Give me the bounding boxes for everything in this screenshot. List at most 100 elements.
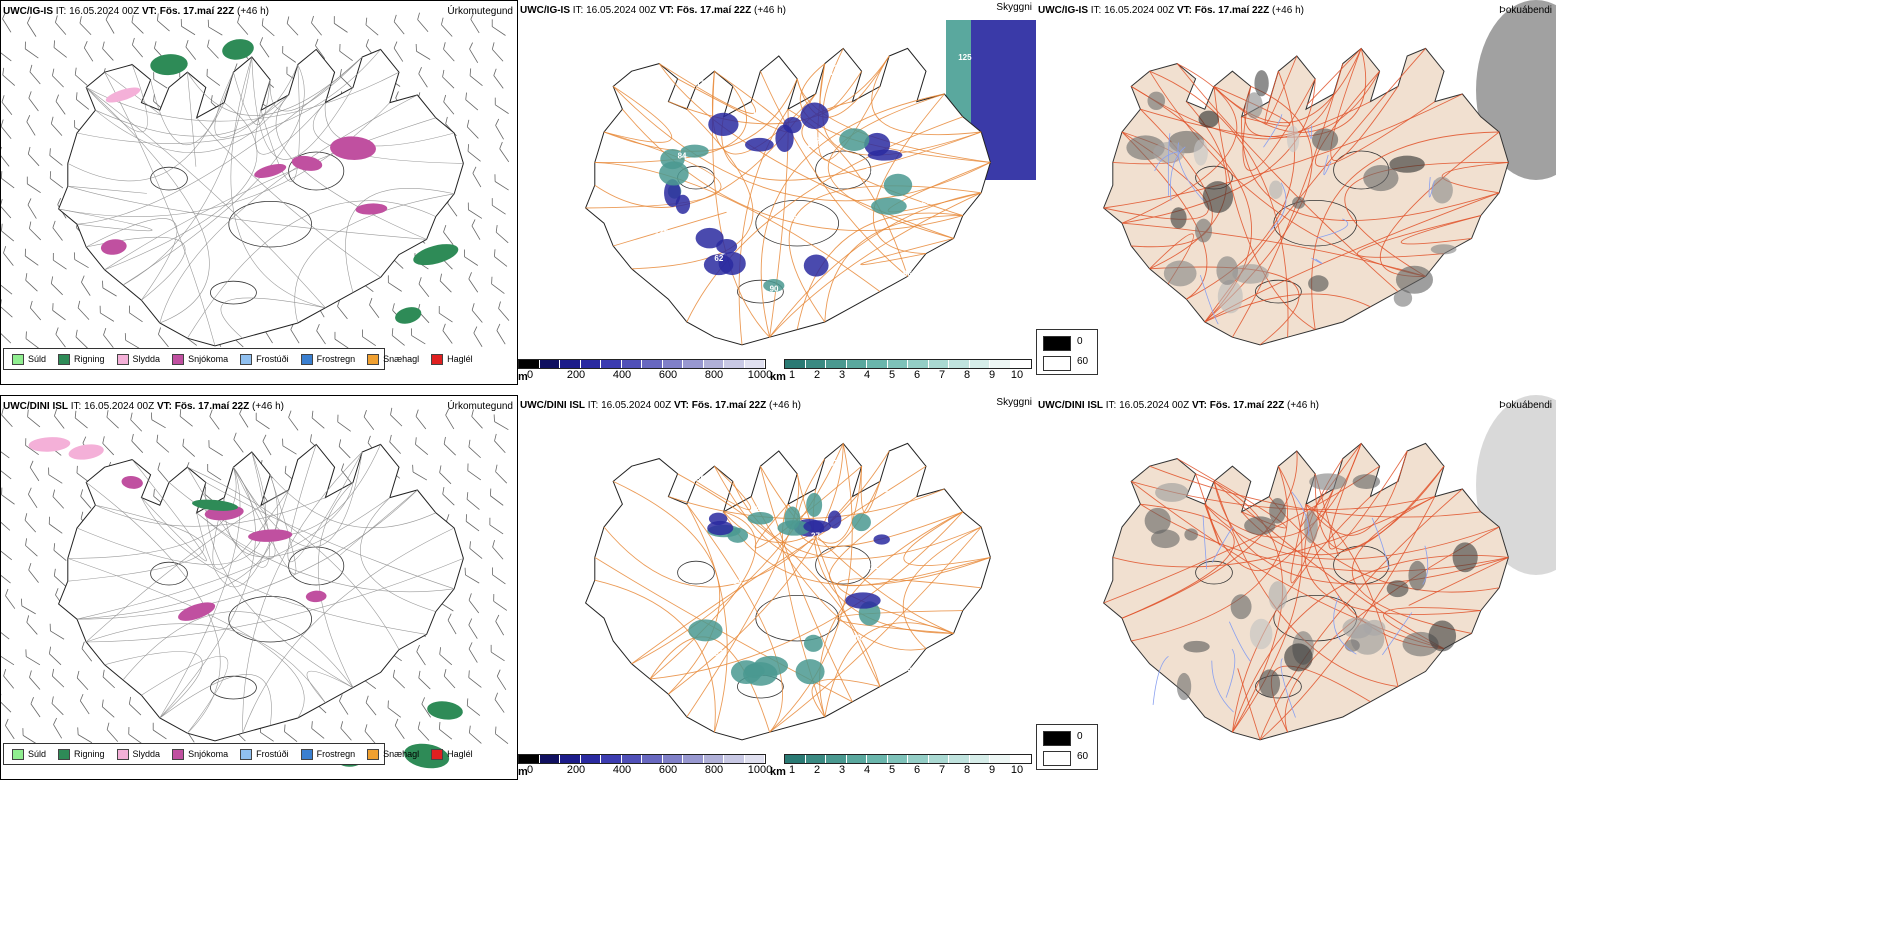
color-step <box>683 755 704 763</box>
legend-label: Rigning <box>74 354 105 364</box>
model-name: UWC/DINI ISL <box>520 400 585 411</box>
it-label: IT: <box>70 401 82 412</box>
color-step <box>539 360 560 368</box>
color-step <box>642 755 663 763</box>
color-step <box>867 360 888 368</box>
fog-index-legend: 0 60 <box>1036 329 1098 375</box>
legend-item: Frostúði <box>240 748 289 760</box>
legend-label: Rigning <box>74 749 105 759</box>
color-step <box>908 360 929 368</box>
lead-time: (+46 h) <box>1287 400 1319 411</box>
ceiling-ticks: 0 200 400 600 800 1000 <box>518 764 772 776</box>
ceiling-value-label: 75 <box>788 212 797 221</box>
legend-label: Snjókoma <box>188 354 229 364</box>
ceiling-value-label: 96 <box>903 269 912 278</box>
vt-value: Fös. 17.maí 22Z <box>1209 400 1285 411</box>
map-panel-fog-index: UWC/DINI ISL IT: 16.05.2024 00Z VT: Fös.… <box>1036 395 1556 780</box>
map-canvas <box>1102 395 1556 741</box>
legend-item: Rigning <box>58 353 105 365</box>
vt-value: Fös. 17.maí 22Z <box>1194 5 1270 16</box>
map-canvas: 128 72 17 91 84 98 17 74 62 85 70 96 220 205 90 96 75 125… <box>584 20 1036 346</box>
it-label: IT: <box>587 400 599 411</box>
ceiling-value-label: 74 <box>866 167 875 176</box>
color-step <box>928 755 949 763</box>
ceiling-value-label: 366 <box>696 474 710 483</box>
lead-time: (+46 h) <box>252 401 284 412</box>
ceiling-value-label: 72 <box>811 136 820 145</box>
color-step <box>601 755 622 763</box>
legend-item: Rigning <box>58 748 105 760</box>
ceiling-value-label: 91 <box>825 68 834 77</box>
vt-label: VT: <box>156 401 172 412</box>
panel-parameter-name: Skyggni <box>996 397 1032 408</box>
color-step <box>703 360 724 368</box>
legend-item: Frostregn <box>300 748 355 760</box>
ceiling-value-label: 232 <box>866 562 880 571</box>
legend-swatch <box>431 748 444 760</box>
visibility-color-scale: 1 2 3 4 5 6 7 8 9 10 <box>784 359 1032 381</box>
visibility-ticks: 1 2 3 4 5 6 7 8 9 10 <box>784 764 1032 776</box>
legend-swatch <box>58 353 71 365</box>
scale-tick: 200 <box>566 764 586 776</box>
model-name: UWC/IG-IS <box>1038 5 1088 16</box>
ceiling-value-label: 128 <box>655 228 669 237</box>
color-step <box>621 360 642 368</box>
map-canvas <box>1102 0 1556 346</box>
scale-tick: 5 <box>888 764 896 776</box>
visibility-color-bar <box>784 359 1032 369</box>
scale-tick: 7 <box>938 764 946 776</box>
color-step <box>990 755 1011 763</box>
precip-type-legend: Súld Rigning Slydda Snjókoma Frostúði Frostre… <box>3 348 473 370</box>
map-panel-precip-type: UWC/IG-IS IT: 16.05.2024 00Z VT: Fös. 17… <box>0 0 518 385</box>
legend-label: Frostúði <box>256 749 289 759</box>
fog-legend-label: 0 <box>1077 336 1083 347</box>
ceiling-value-label: 17 <box>659 224 668 233</box>
vt-value: Fös. 17.maí 22Z <box>159 6 235 17</box>
ceiling-value-label: 91 <box>829 64 838 73</box>
ceiling-value-label: 57 <box>829 459 838 468</box>
visibility-color-bar <box>784 754 1032 764</box>
scale-tick: 600 <box>658 764 678 776</box>
scale-tick: 1000 <box>747 764 773 776</box>
color-step <box>703 755 724 763</box>
visibility-color-scale: 1 2 3 4 5 6 7 8 9 10 <box>784 754 1032 776</box>
scale-tick: 6 <box>913 764 921 776</box>
ceiling-value-label: 96 <box>940 125 949 134</box>
ceiling-unit: m <box>518 766 528 778</box>
it-value: 16.05.2024 00Z <box>586 5 657 16</box>
lead-time: (+46 h) <box>1272 5 1304 16</box>
scale-tick: 4 <box>863 369 871 381</box>
color-step <box>867 755 888 763</box>
it-label: IT: <box>55 6 67 17</box>
color-step <box>539 755 560 763</box>
fog-legend-label: 60 <box>1077 356 1089 367</box>
legend-label: Súld <box>28 354 47 364</box>
vt-label: VT: <box>1176 5 1192 16</box>
vt-label: VT: <box>1191 400 1207 411</box>
scale-tick: 4 <box>863 764 871 776</box>
color-step <box>846 360 867 368</box>
map-panel-precip-type: UWC/DINI ISL IT: 16.05.2024 00Z VT: Fös.… <box>0 395 518 780</box>
it-value: 16.05.2024 00Z <box>69 6 140 17</box>
scale-tick: 1 <box>788 369 796 381</box>
visibility-ticks: 1 2 3 4 5 6 7 8 9 10 <box>784 369 1032 381</box>
color-step <box>519 755 540 763</box>
legend-label: Haglél <box>447 749 473 759</box>
color-step <box>580 755 601 763</box>
legend-swatch <box>300 748 313 760</box>
legend-item: Frostregn <box>300 353 355 365</box>
scale-tick: 400 <box>612 764 632 776</box>
fog-swatch <box>1043 731 1071 746</box>
ceiling-value-label: 27 <box>811 531 820 540</box>
ceiling-value-label: 205 <box>921 197 935 206</box>
ceiling-value-label: 125 <box>958 53 972 62</box>
scale-tick: 8 <box>963 764 971 776</box>
model-name: UWC/IG-IS <box>520 5 570 16</box>
color-step <box>642 360 663 368</box>
color-step <box>887 360 908 368</box>
panel-parameter-name: Þokuábendi <box>1499 400 1552 411</box>
ceiling-value-label: 92 <box>751 505 760 514</box>
vt-value: Fös. 17.maí 22Z <box>676 5 752 16</box>
ceiling-value-label: 17 <box>696 79 705 88</box>
map-canvas: 64 27 76 57 110 120 366 232 82 157 84 95 92 <box>584 442 991 741</box>
